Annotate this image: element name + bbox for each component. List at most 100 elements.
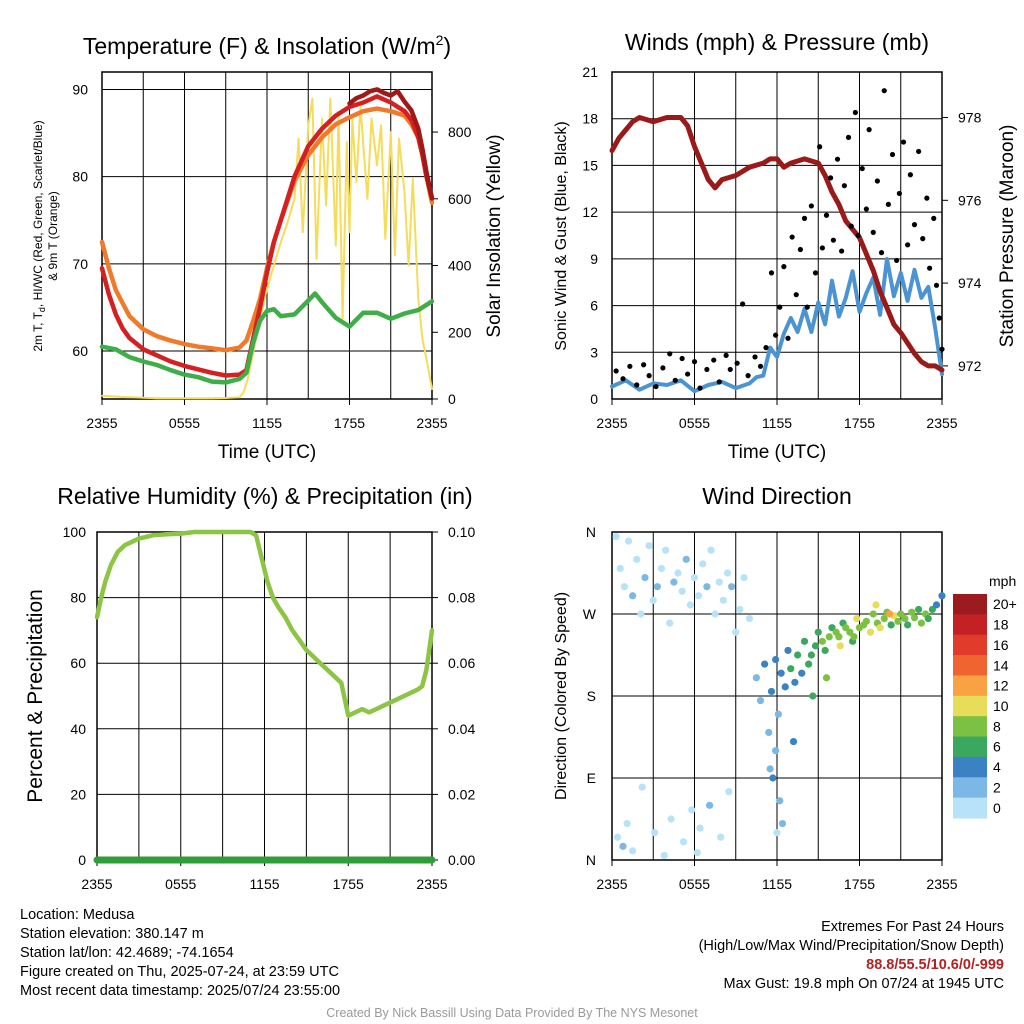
direction-point [767, 687, 776, 696]
direction-point [842, 624, 850, 632]
direction-point [781, 683, 789, 691]
x-tick-label: 2355 [86, 415, 117, 431]
direction-point [915, 605, 923, 614]
gust-point [613, 368, 619, 374]
x-tick-label: 1755 [844, 415, 875, 431]
y-tick-label: 9 [590, 251, 598, 267]
gust-point [653, 383, 659, 390]
direction-point [756, 696, 765, 705]
y-axis-label: Direction (Colored By Speed) [553, 592, 570, 800]
gust-point [801, 215, 808, 221]
x-tick-label: 1755 [844, 876, 875, 892]
direction-point [736, 605, 744, 614]
direction-point [695, 592, 703, 600]
direction-point [624, 537, 633, 545]
direction-point [904, 621, 912, 629]
gust-point [646, 373, 652, 379]
y-tick-label: 20 [70, 786, 86, 802]
y-tick-label: 60 [70, 655, 86, 671]
direction-point [623, 819, 631, 828]
colorbar-swatch [953, 736, 987, 758]
direction-point [732, 628, 740, 636]
colorbar-label: 18 [993, 617, 1009, 633]
direction-point [828, 624, 836, 632]
y2-tick-label: 978 [958, 110, 982, 126]
speed-colorbar-legend: 20+ 18 16 14 12 10 8 6 4 2 0 mph [953, 573, 1017, 819]
gust-point [859, 165, 865, 172]
gust-point [866, 127, 872, 133]
direction-point [880, 614, 888, 623]
y2-tick-label: 0.04 [448, 721, 475, 737]
direction-point [715, 578, 723, 586]
gust-point [691, 359, 698, 365]
direction-point [649, 596, 657, 604]
gust-point [777, 304, 783, 310]
direction-point [719, 596, 727, 604]
gust-point [907, 172, 913, 178]
extremes-values: 88.8/55.5/10.6/0/-999 [866, 957, 1004, 973]
y2-tick-label: 200 [448, 324, 472, 340]
gust-point [881, 88, 887, 94]
gust-point [641, 362, 647, 368]
y-tick-label: 3 [590, 344, 598, 360]
gust-point [885, 201, 891, 207]
y-tick-label: 12 [582, 204, 598, 220]
y-tick-label: 70 [72, 256, 88, 272]
direction-point [653, 583, 661, 591]
gust-point [924, 195, 930, 201]
y2-tick-label: 800 [448, 124, 472, 140]
gust-point [768, 270, 775, 276]
y-axis-label-subscript: d [37, 307, 47, 312]
gust-point [711, 357, 717, 363]
direction-point [853, 614, 861, 623]
gust-point [620, 376, 626, 382]
direction-point [822, 674, 831, 682]
direction-point [811, 642, 820, 650]
gust-point [900, 139, 907, 145]
direction-point [807, 651, 815, 659]
x-tick-label: 0555 [165, 876, 196, 892]
series-line-relative-humidity [94, 529, 435, 718]
direction-point [887, 621, 895, 629]
chart-title-close: ) [443, 33, 451, 59]
direction-point [619, 842, 627, 850]
direction-point [745, 614, 754, 623]
colorbar-swatch [953, 756, 987, 778]
gust-point [834, 156, 841, 162]
colorbar-label: 12 [993, 678, 1009, 694]
gust-point [660, 365, 666, 371]
colorbar-label: 16 [993, 637, 1009, 653]
location-text: Location: Medusa [20, 907, 135, 923]
y-tick-label: 0 [78, 852, 86, 868]
gust-point [920, 236, 926, 242]
station-info: Location: Medusa Station elevation: 380.… [20, 906, 340, 1001]
direction-point [674, 569, 682, 577]
direction-point [638, 783, 646, 791]
direction-point [866, 628, 875, 636]
gust-point [863, 206, 869, 212]
gust-point [804, 304, 810, 310]
direction-point [717, 833, 725, 841]
gust-point [752, 354, 758, 360]
y-axis-label-line2: & 9m T (Orange) [46, 191, 60, 281]
gust-point [889, 151, 896, 158]
winds-pressure-panel: 2355 0555 1155 1755 2355 0 3 6 9 12 15 18 21 972 974 97… [553, 29, 1018, 463]
y-axis-label-part: 2m T, T [31, 311, 45, 351]
x-tick-label: 1155 [252, 415, 282, 431]
gust-point [817, 144, 823, 150]
gust-point [745, 373, 751, 379]
gust-point [727, 366, 733, 373]
colorbar-label: 4 [993, 759, 1001, 775]
x-tick-label: 2355 [596, 415, 627, 431]
y-tick-label: 90 [72, 81, 88, 97]
gust-point [685, 371, 691, 377]
elevation-text: Station elevation: 380.147 m [20, 926, 204, 942]
credit-text: Created By Nick Bassill Using Data Provi… [326, 1006, 698, 1020]
direction-point [740, 573, 748, 582]
direction-point [769, 774, 777, 782]
gust-point [819, 245, 825, 251]
x-tick-label: 2355 [416, 876, 447, 892]
max-gust-text: Max Gust: 19.8 mph On 07/24 at 1945 UTC [723, 976, 1004, 992]
gust-point [916, 148, 922, 155]
gust-point [627, 363, 633, 369]
